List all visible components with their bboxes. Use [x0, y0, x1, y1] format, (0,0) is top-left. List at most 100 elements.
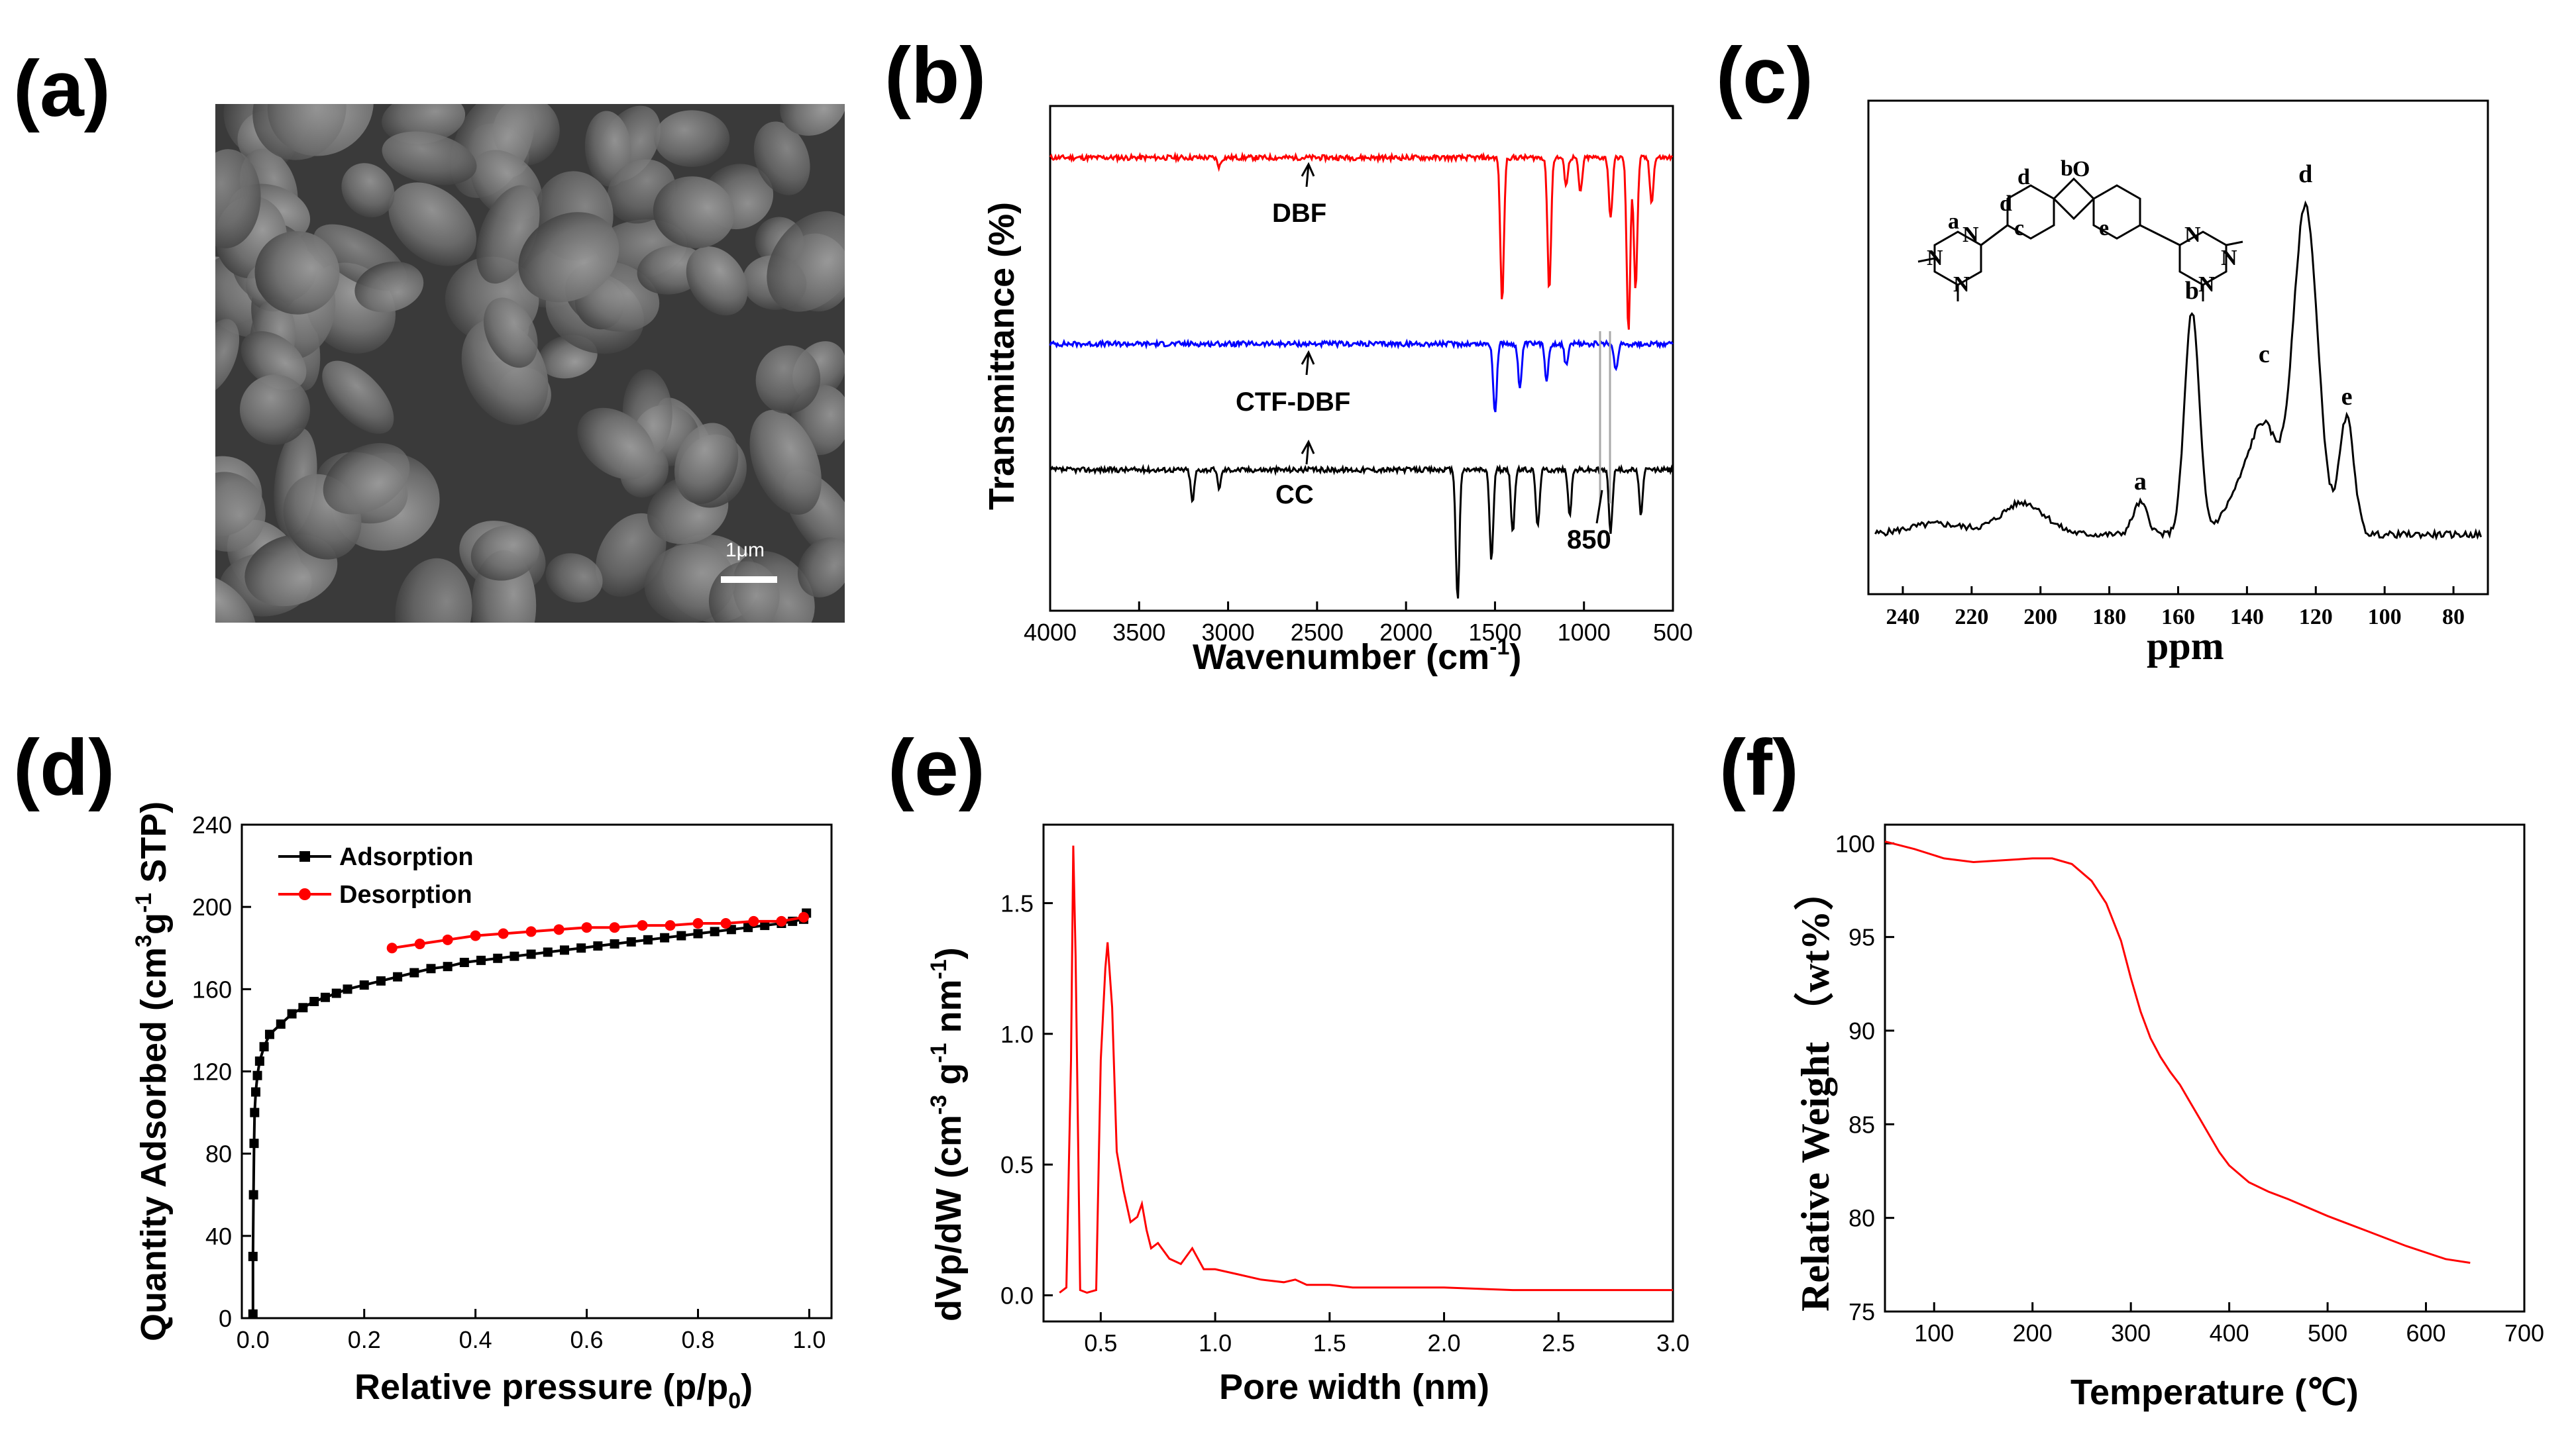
chart-d-point-adsorption [693, 929, 703, 939]
panel-label-d: (d) [13, 723, 115, 812]
chart-d-point-adsorption [248, 1309, 258, 1319]
chart-e-y-tick-label: 1.0 [1000, 1021, 1034, 1048]
chart-f-x-tick-label: 300 [2111, 1319, 2151, 1347]
chart-f-frame [1884, 823, 2526, 1313]
chart-d-point-adsorption [248, 1251, 258, 1261]
chart-d-x-tick-label: 0.4 [459, 1326, 492, 1353]
chart-c-x-tick-label: 240 [1886, 605, 1919, 629]
chart-b-x-tick-label: 500 [1653, 619, 1693, 646]
sem-particle [240, 374, 310, 445]
chart-d-point-desorption [414, 939, 425, 950]
chart-f-x-tick-label: 100 [1914, 1319, 1954, 1347]
chart-b-series-label-dbf: DBF [1272, 199, 1326, 228]
chart-e-x-tick-label: 3.0 [1656, 1329, 1690, 1357]
chart-d-point-adsorption [298, 1003, 308, 1013]
structure-label-n2: N [1927, 246, 1943, 270]
chart-d-xlabel: Relative pressure (p/p0) [354, 1367, 753, 1414]
chart-c-xlabel: ppm [2147, 624, 2224, 668]
structure-label-n1: N [1962, 223, 1979, 247]
chart-c-x-tick-label: 100 [2368, 605, 2402, 629]
chart-d-series-desorption [392, 915, 804, 950]
chart-d-x-tick-label: 0.6 [570, 1326, 604, 1353]
sem-particle [241, 331, 307, 390]
chart-d-point-desorption [720, 918, 731, 929]
chart-d-point-adsorption [676, 931, 686, 941]
chart-d-point-adsorption [476, 955, 486, 965]
chart-d-point-desorption [470, 930, 481, 941]
chart-d-point-adsorption [643, 935, 653, 945]
chart-d-series-adsorption [251, 912, 808, 1314]
chart-d-point-adsorption [426, 964, 436, 974]
chart-d-point-adsorption [254, 1056, 264, 1066]
chart-d-point-adsorption [287, 1009, 297, 1019]
chart-e-x-tick-label: 1.0 [1199, 1329, 1232, 1357]
chart-d-point-adsorption [526, 949, 536, 959]
chart-b-arrow-850 [1595, 490, 1603, 524]
sem-particle [215, 319, 240, 395]
chart-c-x-tick-label: 120 [2299, 605, 2333, 629]
sem-particle [484, 297, 538, 368]
chart-d-point-adsorption [309, 996, 319, 1006]
chart-f-y-tick-label: 85 [1849, 1111, 1875, 1138]
chart-d-point-adsorption [593, 941, 603, 951]
chart-d-point-adsorption [320, 992, 330, 1002]
chart-e-series-psd [1059, 845, 1673, 1294]
chart-d-point-adsorption [252, 1070, 262, 1080]
chart-f-xlabel: Temperature (℃) [2070, 1372, 2359, 1412]
structure-label-n5: N [2221, 246, 2237, 270]
chart-d-legend: Adsorption Desorption [278, 843, 474, 909]
chart-d-frame [241, 823, 833, 1319]
chart-f-ylabel: Relative Weight （wt%） [1793, 871, 1837, 1312]
chart-c-x-tick-label: 80 [2442, 605, 2465, 629]
chart-b-x-tick-label: 2500 [1291, 619, 1344, 646]
chart-d-point-adsorption [543, 947, 553, 957]
chart-d-point-adsorption [559, 945, 569, 955]
chart-c-series-nmr [1874, 200, 2483, 541]
chart-e-frame [1042, 823, 1674, 1323]
chart-d-point-adsorption [359, 980, 369, 990]
chart-e-ylabel: dVp/dW (cm-3 g-1 nm-1) [926, 947, 969, 1321]
structure-label-d2: d [2000, 191, 2012, 216]
chart-d-point-desorption [525, 926, 537, 937]
panel-label-f: (f) [1719, 723, 1799, 812]
sem-particle [395, 558, 472, 623]
sem-particle [545, 553, 603, 603]
chart-b-series-label-cc: CC [1275, 480, 1314, 509]
chart-f-x-tick-label: 200 [2013, 1319, 2053, 1347]
chart-d-point-adsorption [409, 968, 419, 978]
chart-d-point-desorption [581, 922, 592, 933]
sem-particle [653, 176, 735, 248]
chart-e: 0.5 1.0 1.5 2.0 2.5 3.0 0.0 0.5 1.0 1.5 Pore widt… [926, 823, 1690, 1407]
sem-particle [322, 360, 394, 434]
chart-d-x-tick-label: 0.0 [237, 1326, 270, 1353]
chart-f-x-tick-label: 600 [2406, 1319, 2445, 1347]
chart-d-point-adsorption [376, 976, 386, 986]
chemical-structure [1917, 177, 2243, 301]
sem-particle [341, 163, 395, 218]
chart-b-xlabel: Wavenumber (cm-1) [1193, 635, 1521, 677]
sem-scale-label: 1μm [725, 539, 765, 561]
chart-d-point-adsorption [493, 953, 503, 963]
chart-b: 4000 3500 3000 2500 2000 1500 1000 500 DBF CTF-… [982, 105, 1693, 677]
chart-f-y-tick-label: 80 [1849, 1205, 1875, 1232]
chart-d-y-tick-label: 200 [192, 894, 232, 921]
chart-d-y-tick-label: 120 [192, 1058, 232, 1086]
chart-f: 100 200 300 400 500 600 700 75 80 85 90 95 100 Tempe… [1793, 823, 2544, 1412]
chart-e-xlabel: Pore width (nm) [1219, 1367, 1489, 1407]
chart-d-point-adsorption [248, 1190, 258, 1200]
chart-f-y-tick-label: 75 [1849, 1298, 1875, 1325]
chart-b-x-tick-label: 3500 [1112, 619, 1165, 646]
chart-d-y-tick-label: 0 [219, 1305, 232, 1332]
chart-d-point-desorption [748, 915, 759, 927]
sem-particle [382, 104, 466, 144]
sem-particle [767, 211, 845, 312]
legend-label-adsorption: Adsorption [339, 843, 474, 871]
chart-d-point-desorption [665, 920, 676, 931]
chart-e-y-tick-label: 0.0 [1000, 1282, 1034, 1310]
chart-d-ylabel: Quantity Adsorbed (cm3g-1 STP) [131, 801, 174, 1341]
chart-e-x-tick-label: 0.5 [1084, 1329, 1117, 1357]
chart-d-x-tick-label: 0.8 [681, 1326, 714, 1353]
structure-label-n6: N [2198, 272, 2215, 297]
chart-e-y-tick-label: 1.5 [1000, 890, 1034, 917]
